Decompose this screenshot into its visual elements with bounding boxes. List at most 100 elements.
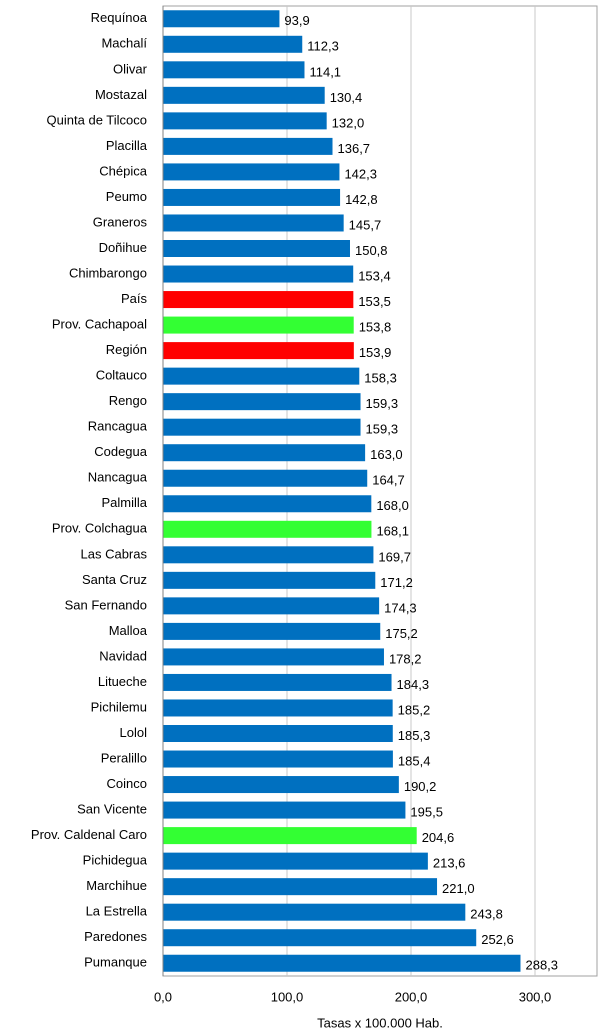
y-tick-label: Pumanque	[84, 955, 147, 970]
bar	[163, 699, 393, 717]
bar	[163, 495, 372, 513]
value-label: 153,4	[358, 268, 391, 283]
y-tick-label: Prov. Colchagua	[52, 521, 148, 536]
value-label: 142,3	[344, 166, 377, 181]
bar	[163, 852, 428, 870]
y-tick-label: Olivar	[113, 61, 148, 76]
y-tick-label: Pichilemu	[91, 699, 147, 714]
y-tick-label: Quinta de Tilcoco	[47, 112, 147, 127]
bar	[163, 10, 280, 28]
x-tick-label: 200,0	[395, 989, 428, 1004]
y-tick-label: Mostazal	[95, 87, 147, 102]
y-tick-label: Rancagua	[88, 419, 148, 434]
y-tick-label: Chimbarongo	[69, 265, 147, 280]
value-label: 145,7	[349, 217, 382, 232]
bar	[163, 86, 325, 104]
value-label: 136,7	[338, 141, 371, 156]
bar	[163, 112, 327, 130]
value-label: 130,4	[330, 90, 363, 105]
value-label: 213,6	[433, 856, 466, 871]
value-label: 93,9	[284, 13, 309, 28]
bar	[163, 265, 354, 283]
y-tick-label: Litueche	[98, 674, 147, 689]
value-label: 174,3	[384, 600, 417, 615]
value-label: 150,8	[355, 243, 388, 258]
x-tick-label: 100,0	[271, 989, 304, 1004]
y-tick-label: San Vicente	[77, 802, 147, 817]
y-tick-label: Palmilla	[101, 495, 147, 510]
y-tick-label: Santa Cruz	[82, 572, 147, 587]
bar	[163, 35, 303, 53]
x-tick-label: 0,0	[154, 989, 172, 1004]
y-tick-label: Pichidegua	[83, 853, 148, 868]
value-label: 142,8	[345, 192, 378, 207]
bar	[163, 622, 381, 640]
value-label: 195,5	[410, 805, 443, 820]
y-tick-label: Nancagua	[88, 470, 148, 485]
value-label: 204,6	[422, 830, 455, 845]
bar	[163, 316, 354, 334]
bar	[163, 903, 466, 921]
bar	[163, 163, 340, 181]
value-label: 159,3	[366, 396, 399, 411]
y-tick-label: Peralillo	[101, 750, 147, 765]
bar	[163, 597, 380, 615]
bar	[163, 827, 417, 845]
y-tick-label: La Estrella	[86, 904, 148, 919]
bar	[163, 240, 350, 257]
bar	[163, 571, 376, 589]
bar	[163, 801, 406, 819]
value-label: 112,3	[307, 39, 339, 54]
y-tick-label: Doñihue	[99, 240, 147, 255]
value-label: 158,3	[364, 371, 397, 386]
value-label: 159,3	[366, 422, 399, 437]
bar	[163, 214, 344, 232]
value-label: 163,0	[370, 447, 403, 462]
bar	[163, 61, 305, 79]
y-tick-label: Paredones	[84, 929, 147, 944]
value-label: 288,3	[525, 958, 558, 973]
y-tick-label: Navidad	[99, 648, 147, 663]
value-label: 185,2	[398, 702, 431, 717]
bar	[163, 342, 354, 360]
y-tick-label: San Fernando	[65, 597, 147, 612]
bar	[163, 725, 393, 742]
bar	[163, 929, 477, 947]
value-label: 168,0	[376, 498, 409, 513]
x-tick-label: 300,0	[519, 989, 552, 1004]
bar	[163, 648, 384, 666]
y-tick-label: Peumo	[106, 189, 147, 204]
value-label: 132,0	[332, 115, 365, 130]
value-label: 153,8	[359, 320, 392, 335]
bar	[163, 367, 360, 385]
y-tick-label: Requínoa	[91, 10, 148, 25]
value-label: 221,0	[442, 881, 475, 896]
bar	[163, 520, 372, 538]
y-tick-label: Codegua	[94, 444, 148, 459]
value-label: 168,1	[376, 524, 409, 539]
y-tick-label: Coltauco	[96, 368, 147, 383]
bar	[163, 188, 341, 206]
value-label: 169,7	[378, 549, 411, 564]
value-label: 171,2	[380, 575, 413, 590]
value-label: 178,2	[389, 651, 422, 666]
value-label: 184,3	[397, 677, 430, 692]
bar	[163, 291, 354, 309]
y-tick-label: Coinco	[107, 776, 147, 791]
value-label: 114,1	[309, 64, 341, 79]
bar	[163, 546, 374, 564]
y-tick-label: Marchihue	[86, 878, 147, 893]
value-label: 153,5	[358, 294, 391, 309]
y-tick-label: Graneros	[93, 214, 148, 229]
y-tick-label: Prov. Caldenal Caro	[31, 827, 147, 842]
bar	[163, 393, 361, 411]
bar	[163, 954, 521, 972]
x-axis-title: Tasas x 100.000 Hab.	[317, 1015, 443, 1030]
y-tick-label: Región	[106, 342, 147, 357]
bar	[163, 137, 333, 155]
y-tick-label: País	[121, 291, 148, 306]
value-label: 153,9	[359, 345, 392, 360]
y-tick-label: Prov. Cachapoal	[52, 317, 147, 332]
value-label: 252,6	[481, 932, 514, 947]
